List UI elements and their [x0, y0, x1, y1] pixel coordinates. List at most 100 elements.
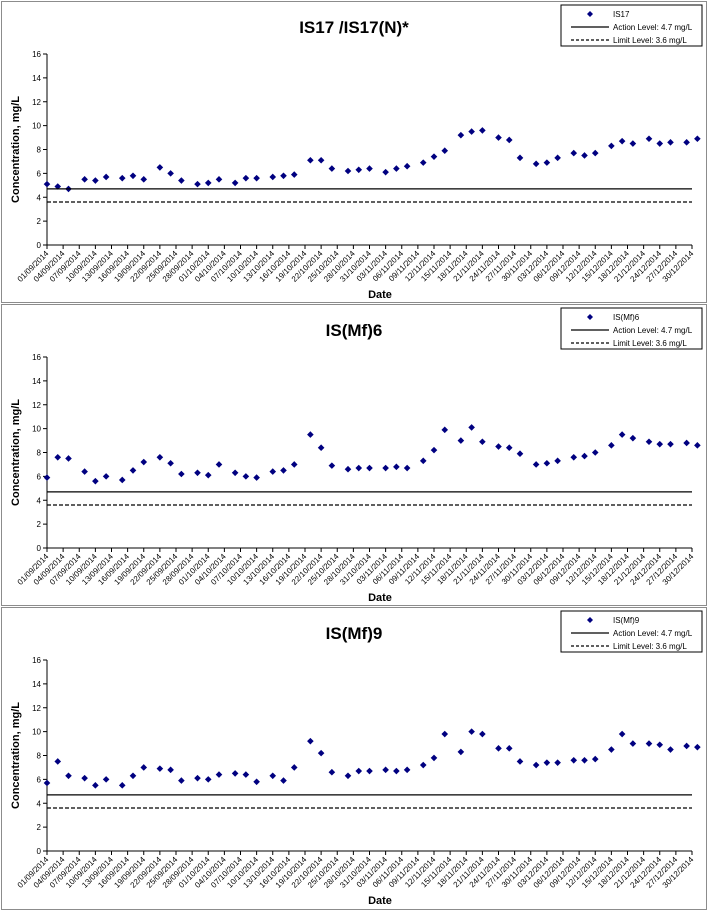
data-point	[355, 767, 363, 775]
x-axis-label: Date	[368, 895, 392, 907]
data-point	[457, 748, 465, 756]
legend: IS(Mf)9 Action Level: 4.7 mg/L Limit Level…	[560, 610, 703, 653]
legend: IS(Mf)6 Action Level: 4.7 mg/L Limit Level…	[560, 307, 703, 350]
chart-is-mf9: IS(Mf)9024681012141601/09/201404/09/2014…	[10, 610, 703, 907]
data-point	[629, 740, 637, 747]
data-point	[457, 131, 465, 139]
chart-panel-is17: IS17 /IS17(N)* 0 2 4 6 8 10 12 14 16 01/09/2014 04/…	[1, 1, 707, 303]
data-point	[683, 439, 690, 447]
data-point	[215, 771, 223, 778]
data-point	[118, 476, 126, 484]
data-point	[81, 468, 88, 475]
data-point	[140, 176, 148, 183]
data-point	[393, 463, 400, 471]
data-point	[694, 743, 701, 751]
data-point	[156, 164, 164, 171]
data-point	[253, 174, 260, 182]
legend-box	[560, 4, 703, 47]
x-axis-label: Date	[368, 592, 392, 604]
legend-marker-swatch	[587, 11, 593, 17]
data-point	[118, 782, 126, 789]
data-point	[495, 745, 502, 752]
chart-panel-is-mf6: IS(Mf)6 0 2 4 6 8 10 12 14 16 01/09/2014 04/09/2014…	[1, 304, 707, 606]
data-point	[43, 779, 51, 787]
y-tick-label: 12	[32, 98, 41, 107]
data-point	[204, 776, 212, 783]
data-point	[140, 458, 148, 466]
data-point	[290, 764, 298, 771]
y-tick-label: 0	[37, 847, 42, 856]
data-point	[505, 745, 513, 752]
y-tick-label: 14	[32, 74, 41, 83]
chart-title: IS(Mf)9	[326, 624, 383, 643]
data-point	[269, 173, 277, 181]
data-point	[344, 772, 352, 780]
data-point	[355, 464, 363, 472]
data-point	[419, 761, 427, 769]
data-point	[317, 749, 325, 757]
legend-box	[560, 307, 703, 350]
data-point	[242, 473, 250, 480]
legend: IS17 Action Level: 4.7 mg/L Limit Level: 3…	[560, 4, 703, 47]
data-point	[194, 180, 201, 188]
y-tick-label: 0	[37, 241, 42, 250]
data-point	[495, 134, 502, 141]
data-point	[307, 431, 314, 438]
chart-title: IS(Mf)6	[326, 321, 383, 340]
data-point	[403, 464, 411, 472]
legend-marker-swatch	[587, 617, 593, 623]
data-point	[215, 176, 223, 183]
legend-entry-label: IS(Mf)6	[613, 313, 640, 322]
data-point	[269, 772, 277, 780]
data-point	[366, 165, 373, 172]
legend-entry-label: Action Level: 4.7 mg/L	[613, 326, 693, 335]
data-point	[532, 761, 540, 769]
data-point	[570, 453, 578, 461]
legend-box	[560, 610, 703, 653]
data-point	[167, 766, 174, 774]
x-axis-label: Date	[368, 289, 392, 301]
data-point	[645, 135, 653, 143]
legend-entry-label: IS(Mf)9	[613, 616, 640, 625]
y-tick-label: 12	[32, 704, 41, 713]
data-point	[694, 135, 701, 143]
data-point	[532, 160, 540, 168]
data-point	[102, 173, 110, 181]
data-point	[495, 443, 502, 450]
data-point	[280, 172, 287, 180]
data-point	[608, 746, 615, 753]
legend-entry-label: Action Level: 4.7 mg/L	[613, 23, 693, 32]
data-point	[269, 468, 277, 475]
data-point	[581, 452, 588, 460]
data-point	[382, 766, 389, 774]
y-tick-label: 10	[32, 425, 41, 434]
data-point	[570, 756, 578, 764]
data-point	[505, 444, 513, 452]
data-point	[118, 174, 126, 182]
legend-entry-label: IS17	[613, 10, 630, 19]
data-point	[54, 453, 62, 461]
data-point	[231, 469, 239, 477]
data-point	[129, 772, 137, 780]
data-point	[167, 459, 174, 467]
y-tick-label: 10	[32, 728, 41, 737]
data-point	[543, 759, 551, 766]
data-point	[81, 176, 88, 183]
data-point	[505, 136, 513, 144]
data-point	[92, 782, 99, 789]
data-point	[366, 767, 373, 775]
data-point	[516, 450, 524, 457]
data-point	[403, 162, 411, 170]
data-point	[645, 438, 653, 446]
data-point	[683, 742, 690, 750]
data-point	[403, 766, 411, 774]
y-axis-label: Concentration, mg/L	[10, 96, 22, 203]
data-point	[393, 165, 400, 172]
y-tick-label: 2	[37, 520, 42, 529]
y-tick-label: 6	[37, 472, 42, 481]
data-point	[430, 153, 438, 160]
data-point	[178, 177, 185, 184]
data-point	[194, 469, 201, 477]
data-point	[156, 453, 164, 461]
